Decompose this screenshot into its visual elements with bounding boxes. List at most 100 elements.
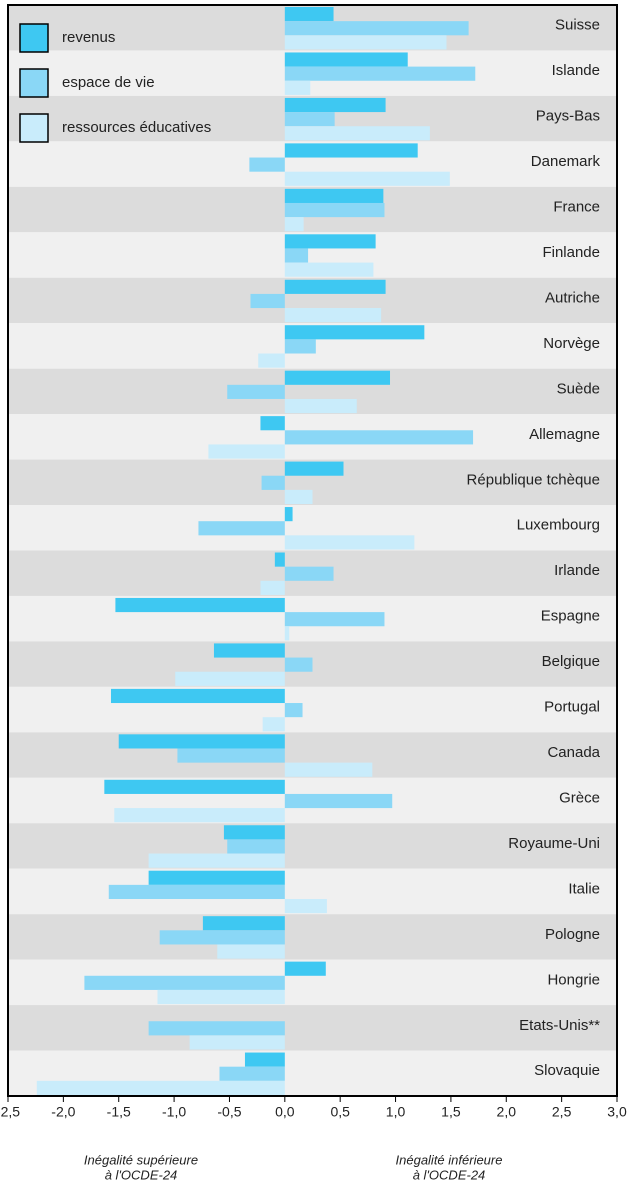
axis-label: Inégalité supérieure (84, 1152, 198, 1167)
bar (223, 825, 285, 840)
category-label: Finlande (542, 244, 600, 261)
bar (284, 234, 376, 249)
bar (274, 552, 285, 567)
bar (217, 944, 285, 959)
bar (284, 308, 382, 323)
bar (118, 734, 285, 749)
category-label: Luxembourg (517, 517, 600, 534)
bar (284, 461, 344, 476)
bar (284, 489, 313, 505)
bar (260, 416, 285, 431)
bar (284, 80, 311, 95)
bar (284, 535, 415, 550)
bar (208, 444, 285, 459)
x-tick-label: 1,5 (441, 1104, 461, 1120)
bar (284, 657, 313, 672)
category-label: République tchèque (467, 471, 600, 488)
row-band (8, 1005, 617, 1051)
bar (189, 1035, 285, 1050)
category-label: Slovaquie (534, 1062, 600, 1079)
bar (219, 1066, 285, 1081)
bar (284, 248, 309, 263)
bar (84, 975, 285, 990)
category-label: Royaume-Uni (508, 835, 600, 852)
bar (244, 1052, 285, 1067)
bar (250, 293, 285, 309)
bar (159, 930, 285, 945)
bar (36, 1080, 285, 1095)
legend-swatch (19, 113, 49, 143)
category-label: Etats-Unis** (519, 1017, 600, 1034)
category-label: Espagne (541, 608, 600, 625)
category-label: Suède (557, 380, 600, 397)
category-label: Danemark (531, 153, 601, 170)
bar (148, 1021, 285, 1036)
category-label: Allemagne (529, 426, 600, 443)
bar (284, 325, 425, 340)
axis-label: Inégalité inférieure (396, 1152, 503, 1167)
bar (114, 808, 285, 823)
bar (227, 384, 285, 399)
x-tick-label: -2,5 (0, 1104, 20, 1120)
x-tick-label: -1,0 (162, 1104, 186, 1120)
bar (284, 566, 334, 581)
bar (284, 217, 304, 232)
bar (284, 370, 391, 385)
bar (284, 961, 326, 976)
bar (284, 793, 393, 809)
bar (284, 507, 293, 522)
bar (284, 126, 430, 141)
x-tick-label: 2,5 (552, 1104, 572, 1120)
legend-label: revenus (62, 29, 115, 46)
bar (284, 202, 385, 218)
category-label: Autriche (545, 289, 600, 306)
bar (284, 612, 385, 627)
category-label: Canada (547, 744, 600, 761)
bar (227, 839, 285, 854)
category-label: Islande (552, 62, 600, 79)
x-tick-label: 2,0 (497, 1104, 517, 1120)
bar (284, 112, 335, 127)
bar (284, 143, 418, 158)
bar (177, 748, 285, 763)
bar (115, 597, 285, 613)
bar (202, 916, 285, 931)
x-tick-label: 0,0 (275, 1104, 295, 1120)
bar (110, 688, 285, 704)
axis-label: à l'OCDE-24 (413, 1167, 486, 1182)
bar (108, 884, 285, 900)
bar (284, 703, 303, 718)
legend-swatch (19, 68, 49, 98)
bar (284, 52, 408, 67)
bar (284, 97, 386, 113)
x-tick-label: -2,0 (51, 1104, 75, 1120)
category-label: Suisse (555, 17, 600, 34)
category-label: Irlande (554, 562, 600, 579)
legend-label: espace de vie (62, 74, 155, 91)
bar (260, 580, 285, 595)
legend-label: ressources éducatives (62, 119, 211, 136)
category-label: Pologne (545, 926, 600, 943)
category-label: Italie (568, 880, 600, 897)
bar (262, 717, 285, 732)
bar (104, 779, 285, 794)
bar (284, 762, 373, 777)
bar (175, 671, 285, 686)
category-label: Norvège (543, 335, 600, 352)
bar (284, 171, 450, 186)
category-label: Belgique (542, 653, 600, 670)
category-label: Pays-Bas (536, 108, 600, 125)
row-band (8, 823, 617, 869)
x-tick-label: -1,5 (107, 1104, 131, 1120)
bar (213, 643, 285, 658)
bar (284, 398, 357, 414)
category-label: Grèce (559, 789, 600, 806)
bar (284, 279, 386, 294)
x-tick-label: 0,5 (330, 1104, 350, 1120)
row-band (8, 914, 617, 960)
legend-swatch (19, 23, 49, 53)
bar (284, 339, 316, 354)
bar (284, 262, 374, 277)
bar (284, 7, 334, 22)
